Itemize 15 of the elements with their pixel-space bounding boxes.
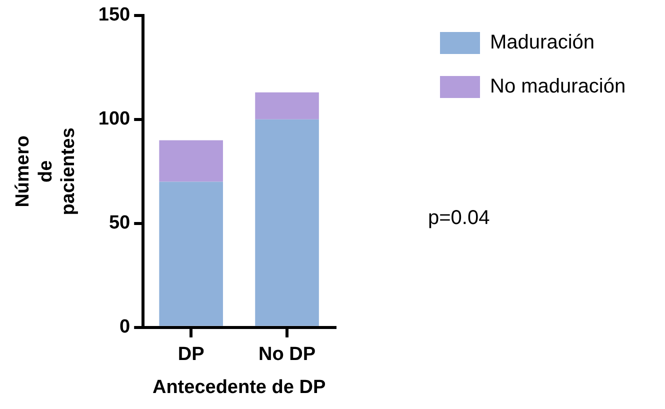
y-tick-label: 0 xyxy=(120,316,130,338)
bar xyxy=(255,119,319,326)
bar xyxy=(159,140,223,182)
bar xyxy=(255,92,319,120)
y-tick-label: 50 xyxy=(108,212,130,234)
x-axis-title: Antecedente de DP xyxy=(152,376,326,398)
y-axis-title: Número de pacientes xyxy=(12,128,80,216)
x-tick-label: No DP xyxy=(258,344,316,366)
x-tick-label: DP xyxy=(178,344,205,366)
text: p=0.04 xyxy=(428,207,490,230)
legend-label: Maduración xyxy=(490,32,595,54)
y-tick-label: 150 xyxy=(98,4,130,26)
legend-label: No maduración xyxy=(490,76,626,98)
y-tick-label: 100 xyxy=(98,108,130,130)
bar xyxy=(159,182,223,326)
